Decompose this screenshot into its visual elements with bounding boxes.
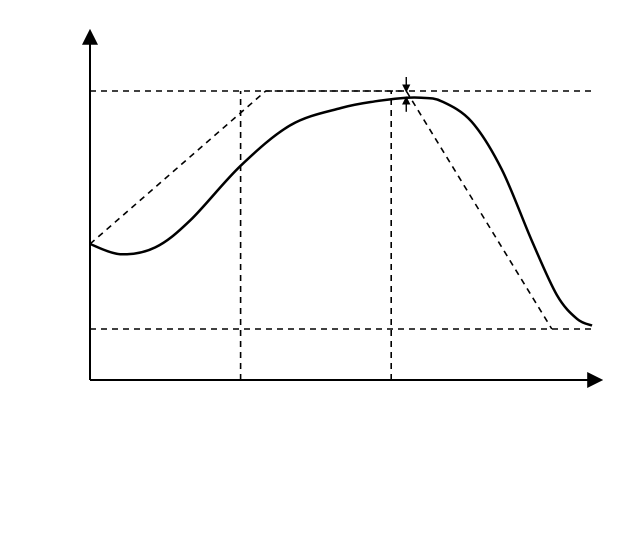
chart-bg [0,0,622,550]
temperature-profile-chart [0,0,622,550]
figure-container [0,0,622,550]
